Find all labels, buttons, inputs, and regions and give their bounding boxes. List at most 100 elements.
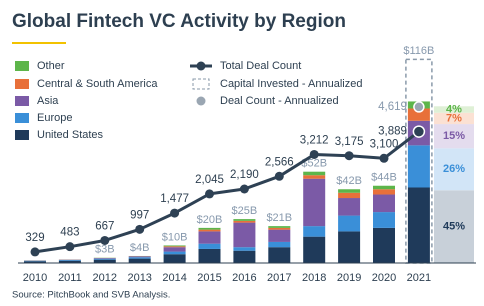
deal-count-label: 2,045 <box>195 174 224 186</box>
share-band <box>434 106 474 113</box>
bar-segment <box>128 257 151 259</box>
share-band <box>434 124 474 149</box>
share-band <box>434 112 474 125</box>
deal-count-label: 3,212 <box>300 135 329 147</box>
bar-segment <box>233 247 256 251</box>
bar-segment <box>128 258 151 263</box>
bar-segment <box>128 256 151 258</box>
bar-segment <box>198 231 221 244</box>
deal-count-label: 3,100 <box>370 138 399 150</box>
bar-segment <box>338 215 361 232</box>
bar-segment <box>303 175 326 179</box>
deal-count-point <box>239 184 249 194</box>
source-note: Source: PitchBook and SVB Analysis. <box>12 290 170 301</box>
bar-segment <box>233 222 256 248</box>
total-label: $10B <box>162 231 188 243</box>
total-label: $3B <box>95 244 115 256</box>
bar-segment <box>268 229 291 242</box>
deal-count-label: 483 <box>60 227 79 239</box>
bar-segment <box>58 260 81 261</box>
bar-segment <box>373 212 395 228</box>
total-label: $25B <box>232 205 258 217</box>
bar-segment <box>338 198 361 216</box>
legend-swatch <box>15 79 29 89</box>
bar-segment <box>338 192 361 199</box>
deal-count-point <box>30 247 40 257</box>
share-band <box>434 190 474 263</box>
deal-count-label: 2,566 <box>265 156 294 168</box>
bar-segment <box>407 145 430 188</box>
x-tick-label: 2010 <box>23 272 47 284</box>
legend-swatch <box>15 61 29 71</box>
legend-label: Capital Invested - Annualized <box>220 78 362 90</box>
annualized-capital-label: $116B <box>403 45 434 57</box>
bar-segment <box>163 254 186 263</box>
deal-count-point <box>170 208 180 218</box>
deal-count-label: 997 <box>130 209 149 221</box>
legend-label: United States <box>37 129 104 141</box>
x-tick-label: 2021 <box>407 272 431 284</box>
share-label: 26% <box>443 163 465 175</box>
bar-segment <box>93 258 116 259</box>
share-label: 15% <box>443 130 465 142</box>
total-label: $44B <box>371 172 397 184</box>
bar-segment <box>373 194 395 213</box>
bar-segment <box>198 229 221 232</box>
x-tick-label: 2020 <box>372 272 396 284</box>
deal-count-label: 667 <box>95 220 114 232</box>
deal-count-line <box>34 130 420 254</box>
bar-segment <box>163 245 186 247</box>
legend-label: Asia <box>37 95 59 107</box>
legend-label: Europe <box>37 112 72 124</box>
bar-segment <box>24 260 46 262</box>
x-tick-label: 2012 <box>93 272 117 284</box>
bar-segment <box>373 189 395 195</box>
chart-title: Global Fintech VC Activity by Region <box>12 11 346 32</box>
bar-segment <box>338 189 361 193</box>
annualized-deal-point <box>413 101 425 113</box>
x-tick-label: 2013 <box>127 272 151 284</box>
deal-count-point <box>274 171 284 181</box>
total-label: $52B <box>301 158 327 170</box>
bar-segment <box>198 248 221 263</box>
deal-count-point <box>100 235 110 245</box>
legend-label: Total Deal Count <box>220 60 301 72</box>
legend-label: Other <box>37 60 65 72</box>
bar-segment <box>268 226 291 228</box>
bar-segment <box>93 259 116 263</box>
bar-segment <box>93 258 116 260</box>
bar-segment <box>233 220 256 223</box>
deal-count-label: 329 <box>25 232 44 244</box>
total-label: $21B <box>266 212 292 224</box>
total-label: $42B <box>336 175 362 187</box>
x-tick-label: 2016 <box>232 272 256 284</box>
legend-swatch <box>15 113 29 123</box>
bar-segment <box>24 261 46 263</box>
annualized-deal-label: 4,619 <box>378 101 407 113</box>
annualized-capital-box <box>405 58 433 264</box>
legend-dot <box>196 96 206 106</box>
deal-count-point <box>309 149 319 159</box>
deal-count-label: 1,477 <box>160 193 189 205</box>
legend-swatch <box>15 96 29 106</box>
deal-count-point <box>344 151 354 161</box>
total-label: $4B <box>130 242 150 254</box>
deal-count-label: 2,190 <box>230 169 259 181</box>
deal-count-label: 3,175 <box>335 136 364 148</box>
deal-count-point <box>135 224 145 234</box>
x-tick-label: 2017 <box>267 272 291 284</box>
bar-segment <box>233 219 256 221</box>
bar-segment <box>303 226 326 237</box>
bar-segment <box>303 171 326 176</box>
bar-segment <box>268 227 291 230</box>
share-label: 7% <box>446 112 462 124</box>
bar-segment <box>303 236 326 263</box>
bar-segment <box>373 227 395 263</box>
bar-segment <box>198 227 221 230</box>
deal-count-point <box>412 125 426 138</box>
x-tick-label: 2015 <box>197 272 221 284</box>
bar-segment <box>303 178 326 227</box>
deal-count-point <box>205 189 214 199</box>
bar-segment <box>198 243 221 249</box>
legend-dashed-box <box>192 78 210 90</box>
